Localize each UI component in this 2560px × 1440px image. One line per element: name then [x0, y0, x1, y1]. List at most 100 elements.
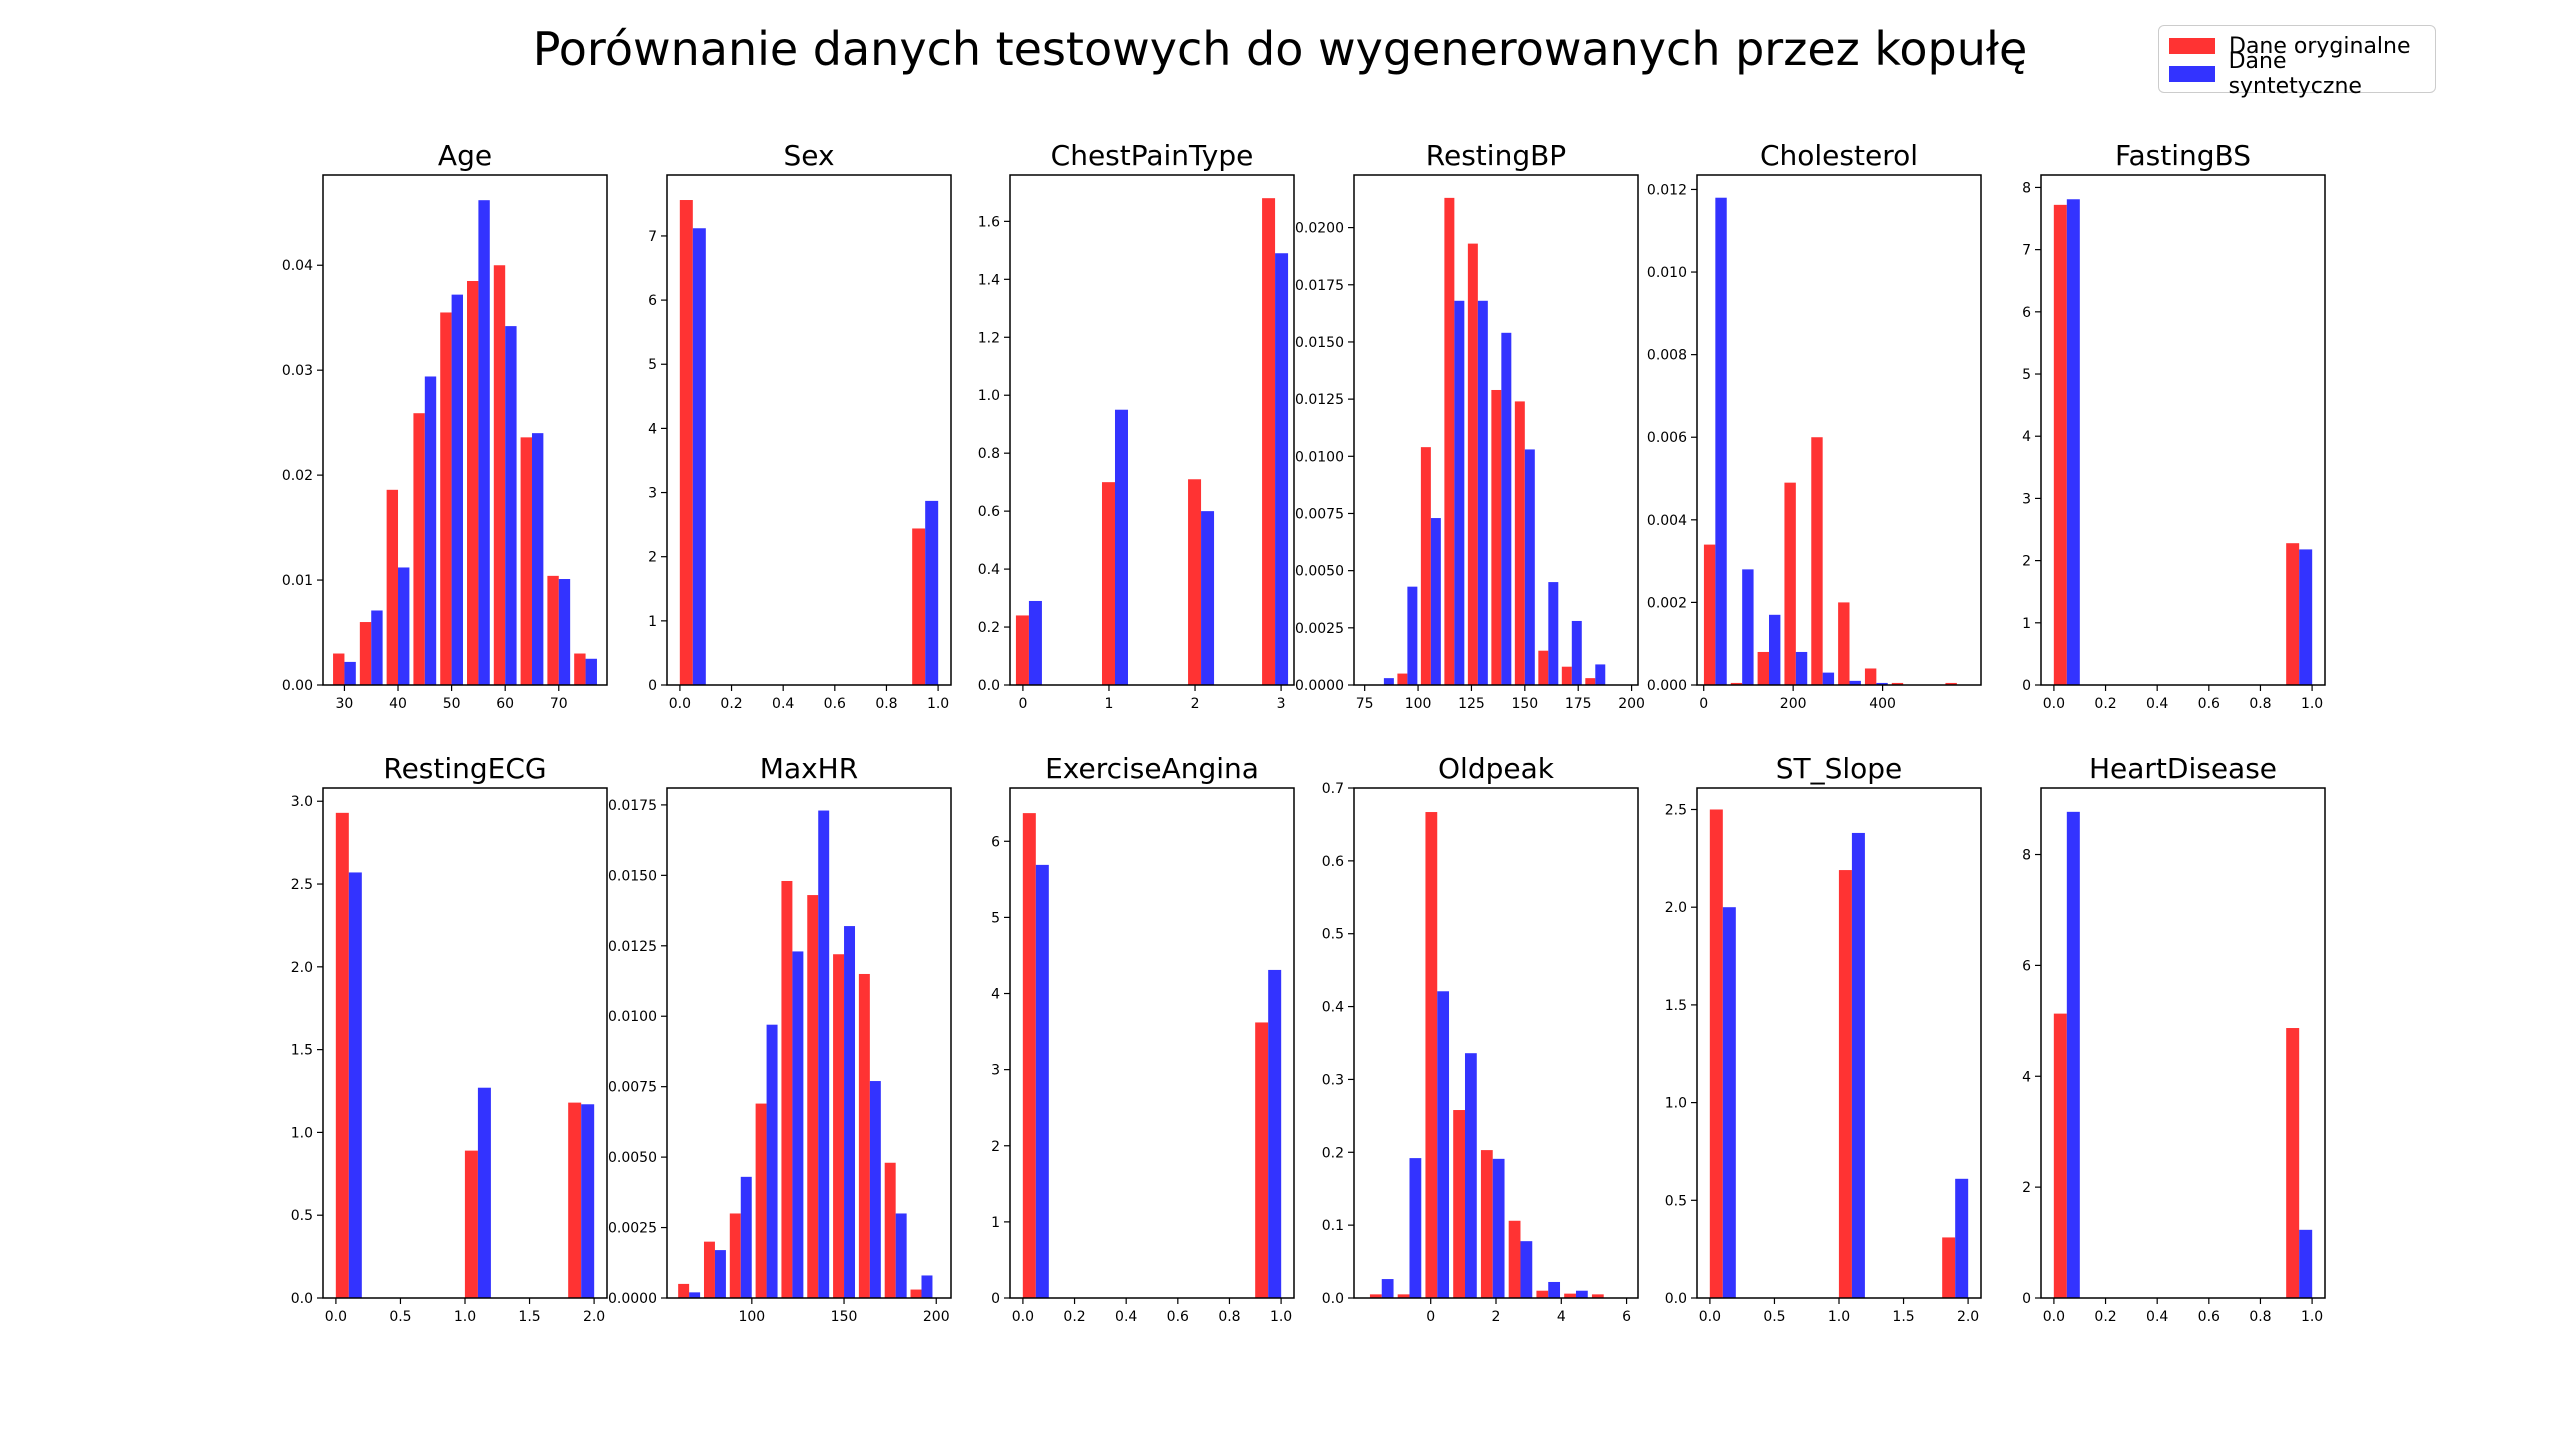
- y-tick-label: 0.4: [1322, 1000, 1344, 1016]
- bar-original: [884, 1162, 896, 1298]
- y-tick-label: 6: [2022, 958, 2031, 974]
- x-tick-label: 0.4: [1115, 1309, 1137, 1325]
- bar-original: [1453, 1110, 1465, 1298]
- bar-original: [520, 437, 532, 685]
- y-tick-label: 1: [991, 1215, 1000, 1231]
- x-tick-label: 40: [389, 696, 407, 712]
- y-tick-label: 0.0150: [1295, 335, 1344, 351]
- x-tick-label: 2.0: [583, 1309, 605, 1325]
- subplot-title: ChestPainType: [1051, 139, 1254, 172]
- y-tick-label: 0.0125: [1295, 392, 1344, 408]
- bar-original: [1838, 602, 1850, 685]
- y-tick-label: 0.0175: [1295, 278, 1344, 294]
- y-tick-label: 0.01: [282, 573, 313, 589]
- x-tick-label: 30: [336, 696, 354, 712]
- bar-synthetic: [1876, 682, 1888, 685]
- bar-original: [678, 1283, 690, 1298]
- subplot-cholesterol: Cholesterol 0 200 400 0.000 0.002 0.004 0.006 0.…: [1647, 139, 1982, 712]
- x-tick-label: 0.2: [1063, 1309, 1085, 1325]
- y-tick-label: 0.04: [282, 258, 313, 274]
- x-tick-label: 150: [831, 1309, 858, 1325]
- y-tick-label: 0.0025: [1295, 621, 1344, 637]
- x-tick-label: 2.0: [1957, 1309, 1979, 1325]
- y-tick-label: 0.0050: [608, 1150, 657, 1166]
- x-tick-label: 200: [1780, 696, 1807, 712]
- bar-synthetic: [477, 1087, 491, 1298]
- y-tick-label: 0.010: [1647, 265, 1687, 281]
- subplot-title: Age: [438, 139, 492, 172]
- x-tick-label: 50: [443, 696, 461, 712]
- bar-synthetic: [1464, 1053, 1477, 1298]
- y-tick-label: 0: [2022, 678, 2031, 694]
- y-tick-label: 0.008: [1647, 348, 1687, 364]
- y-tick-label: 1: [648, 614, 657, 630]
- x-tick-label: 175: [1565, 696, 1592, 712]
- bar-synthetic: [1851, 832, 1865, 1298]
- bar-synthetic: [478, 200, 490, 685]
- subplot-chestpaintype: ChestPainType 0 1 2 3 0.0 0.2 0.4 0.6 0.8 1.0 1.2 1.…: [978, 139, 1295, 712]
- axes-frame: [2040, 787, 2326, 1299]
- y-tick-label: 1.5: [291, 1043, 313, 1059]
- bar-original: [1369, 1294, 1382, 1298]
- bar-original: [1561, 666, 1572, 685]
- subplot-title: HeartDisease: [2089, 752, 2277, 785]
- bar-original: [2286, 1028, 2300, 1298]
- bar-synthetic: [1028, 600, 1042, 685]
- x-tick-label: 0.8: [875, 696, 897, 712]
- subplot-exerciseangina: ExerciseAngina 0.0 0.2 0.4 0.6 0.8 1.0 0 1 2 3 4 5 6: [991, 752, 1295, 1325]
- bar-original: [679, 200, 693, 685]
- bar-synthetic: [1407, 586, 1418, 685]
- y-tick-label: 5: [991, 910, 1000, 926]
- bar-original: [1444, 197, 1455, 685]
- bar-synthetic: [371, 610, 383, 685]
- y-tick-label: 0.0075: [608, 1080, 657, 1096]
- y-tick-label: 2: [2022, 554, 2031, 570]
- x-tick-label: 6: [1622, 1309, 1631, 1325]
- bar-synthetic: [1715, 197, 1727, 685]
- y-tick-label: 2.0: [291, 960, 313, 976]
- x-tick-label: 0.8: [1218, 1309, 1240, 1325]
- bar-synthetic: [689, 1292, 701, 1298]
- y-tick-label: 0.5: [1665, 1193, 1687, 1209]
- y-tick-label: 2: [2022, 1180, 2031, 1196]
- x-tick-label: 4: [1557, 1309, 1566, 1325]
- x-tick-label: 1.0: [2301, 1309, 2323, 1325]
- bar-synthetic: [1524, 449, 1535, 685]
- y-tick-label: 0.7: [1322, 781, 1344, 797]
- bar-original: [807, 895, 819, 1298]
- y-tick-label: 0.00: [282, 678, 313, 694]
- y-tick-label: 0.0000: [1295, 678, 1344, 694]
- bar-original: [1397, 1294, 1410, 1298]
- bar-original: [1757, 651, 1769, 685]
- x-tick-label: 0: [1018, 696, 1027, 712]
- bar-synthetic: [1381, 1279, 1394, 1298]
- bar-original: [1262, 198, 1276, 685]
- bar-original: [1255, 1022, 1269, 1298]
- bar-original: [1709, 809, 1723, 1298]
- bar-original: [359, 622, 372, 685]
- y-tick-label: 6: [648, 293, 657, 309]
- bar-original: [1015, 615, 1029, 685]
- subplot-maxhr: MaxHR 100 150 200 0.0000 0.0025 0.0050 0.0075 0.…: [608, 752, 952, 1325]
- bar-synthetic: [1383, 678, 1394, 685]
- bar-synthetic: [1477, 300, 1488, 685]
- y-tick-label: 0.0125: [608, 939, 657, 955]
- bar-original: [333, 653, 345, 685]
- bar-original: [1101, 482, 1115, 685]
- x-tick-label: 1.0: [927, 696, 949, 712]
- bar-synthetic: [1437, 991, 1450, 1298]
- y-tick-label: 0.5: [291, 1208, 313, 1224]
- y-tick-label: 0: [648, 678, 657, 694]
- y-tick-label: 0.0050: [1295, 564, 1344, 580]
- y-tick-label: 6: [2022, 305, 2031, 321]
- y-tick-label: 0.0025: [608, 1221, 657, 1237]
- bar-original: [413, 413, 425, 685]
- x-tick-label: 0.0: [1012, 1309, 1034, 1325]
- x-tick-label: 200: [923, 1309, 950, 1325]
- x-tick-label: 1.5: [518, 1309, 540, 1325]
- bar-synthetic: [2299, 549, 2313, 685]
- y-tick-label: 0.5: [1322, 927, 1344, 943]
- x-tick-label: 60: [496, 696, 514, 712]
- bar-synthetic: [2066, 811, 2080, 1298]
